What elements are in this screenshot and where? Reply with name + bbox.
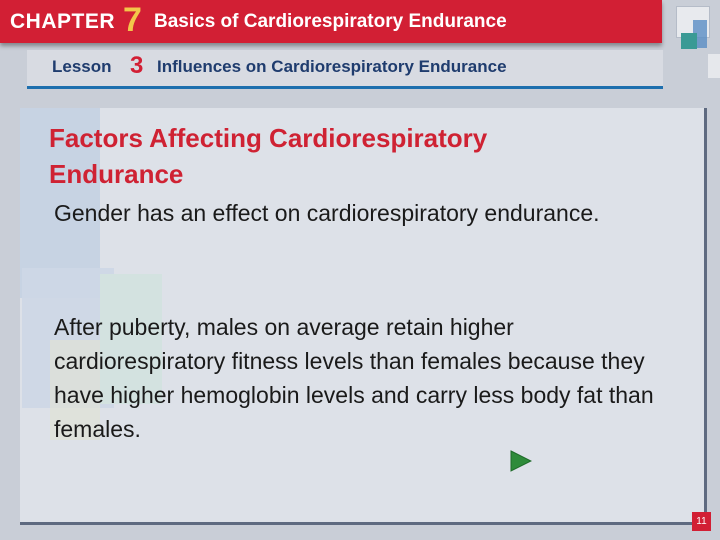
paragraph-gender: Gender has an effect on cardiorespirator… xyxy=(54,200,600,226)
slide-content: Factors Affecting Cardiorespiratory Endu… xyxy=(20,108,704,522)
lesson-label: Lesson xyxy=(52,57,112,76)
decor-square xyxy=(681,33,697,49)
paragraph-puberty: After puberty, males on average retain h… xyxy=(54,314,654,442)
chapter-bar: CHAPTER 7 Basics of Cardiorespiratory En… xyxy=(0,0,662,43)
lesson-title: Influences on Cardiorespiratory Enduranc… xyxy=(157,57,507,76)
lesson-number: 3 xyxy=(130,52,144,79)
chapter-title: Basics of Cardiorespiratory Endurance xyxy=(154,11,507,32)
next-arrow-icon[interactable] xyxy=(510,450,532,472)
decor-square xyxy=(708,54,720,78)
decor-block xyxy=(20,108,100,298)
chapter-label: CHAPTER xyxy=(10,10,116,33)
lesson-bar: Lesson 3 Influences on Cardiorespiratory… xyxy=(27,50,663,89)
page-number: 11 xyxy=(692,512,711,531)
chapter-number: 7 xyxy=(123,1,142,39)
decor-block xyxy=(100,274,162,404)
decor-block xyxy=(50,340,100,440)
slide-title: Factors Affecting Cardiorespiratory Endu… xyxy=(49,123,488,189)
content-panel: Factors Affecting Cardiorespiratory Endu… xyxy=(20,108,707,525)
